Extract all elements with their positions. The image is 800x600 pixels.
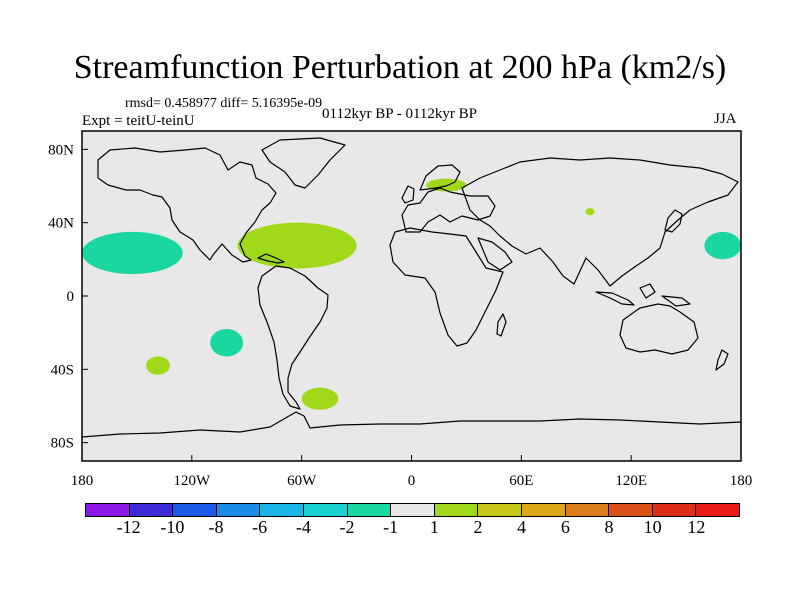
colorbar-label: -4 (295, 517, 311, 537)
colorbar-swatch (565, 504, 610, 516)
colorbar-swatch (696, 504, 739, 516)
colorbar-swatch (129, 504, 174, 516)
chart-title: Streamfunction Perturbation at 200 hPa (… (73, 49, 727, 86)
colorbar-swatch (86, 504, 130, 516)
colorbar-label: 1 (429, 517, 439, 537)
colorbar-swatch (478, 504, 522, 516)
colorbar-label: -1 (383, 517, 399, 537)
anomaly-layer (81, 178, 741, 410)
colorbar-swatch (216, 504, 261, 516)
colorbar-label: 10 (643, 517, 662, 537)
colorbar-label: 4 (517, 517, 527, 537)
colorbar-label: -10 (160, 517, 185, 537)
colorbar-label: 2 (473, 517, 483, 537)
y-tick-label: 0 (67, 289, 75, 305)
anomaly-south-pacific-east (210, 329, 244, 357)
colorbar-swatch (347, 504, 392, 516)
colorbar (85, 503, 740, 517)
anomaly-north-atlantic (237, 222, 357, 269)
colorbar-label: -2 (339, 517, 355, 537)
anomaly-south-pacific-west (146, 356, 170, 375)
colorbar-labels: -12 -10 -8 -6 -4 -2 -1 1 2 4 6 8 10 12 (0, 517, 800, 541)
colorbar-label: -12 (116, 517, 141, 537)
x-tick-label: 0 (408, 473, 416, 489)
y-tick-label: 80S (51, 436, 74, 452)
anomaly-south-atlantic (301, 387, 339, 410)
x-tick-label: 120E (615, 473, 647, 489)
anomaly-scandinavia (426, 178, 467, 192)
colorbar-label: -8 (208, 517, 224, 537)
stats-label: rmsd= 0.458977 diff= 5.16395e-09 (125, 96, 323, 111)
x-tick-label: 180 (730, 473, 753, 489)
colorbar-swatch (609, 504, 653, 516)
y-tick-label: 40S (51, 362, 74, 378)
map-background (82, 131, 741, 461)
x-axis: 180 120W 60W 0 60E 120E 180 (71, 455, 753, 489)
colorbar-swatch (260, 504, 304, 516)
x-tick-label: 180 (71, 473, 94, 489)
x-tick-label: 60W (287, 473, 317, 489)
colorbar-swatch (173, 504, 217, 516)
x-tick-label: 120W (173, 473, 211, 489)
colorbar-swatch (303, 504, 348, 516)
anomaly-central-asia (585, 208, 595, 216)
colorbar-label: 6 (560, 517, 570, 537)
x-tick-label: 60E (509, 473, 533, 489)
coastlines (81, 137, 742, 438)
colorbar-label: -6 (252, 517, 268, 537)
colorbar-swatch (434, 504, 479, 516)
y-tick-label: 40N (48, 216, 74, 232)
season-label: JJA (714, 111, 737, 127)
colorbar-swatch (521, 504, 566, 516)
y-tick-label: 80N (48, 142, 74, 158)
colorbar-swatch (652, 504, 697, 516)
anomaly-north-pacific-west (704, 231, 741, 260)
y-axis: 80N 40N 0 40S 80S (48, 142, 88, 452)
colorbar-swatch (391, 504, 435, 516)
colorbar-label: 12 (687, 517, 706, 537)
period-label: 0112kyr BP - 0112kyr BP (322, 106, 478, 122)
anomaly-north-pacific-east (81, 231, 183, 274)
experiment-label: Expt = teitU-teinU (82, 113, 195, 129)
colorbar-label: 8 (604, 517, 614, 537)
